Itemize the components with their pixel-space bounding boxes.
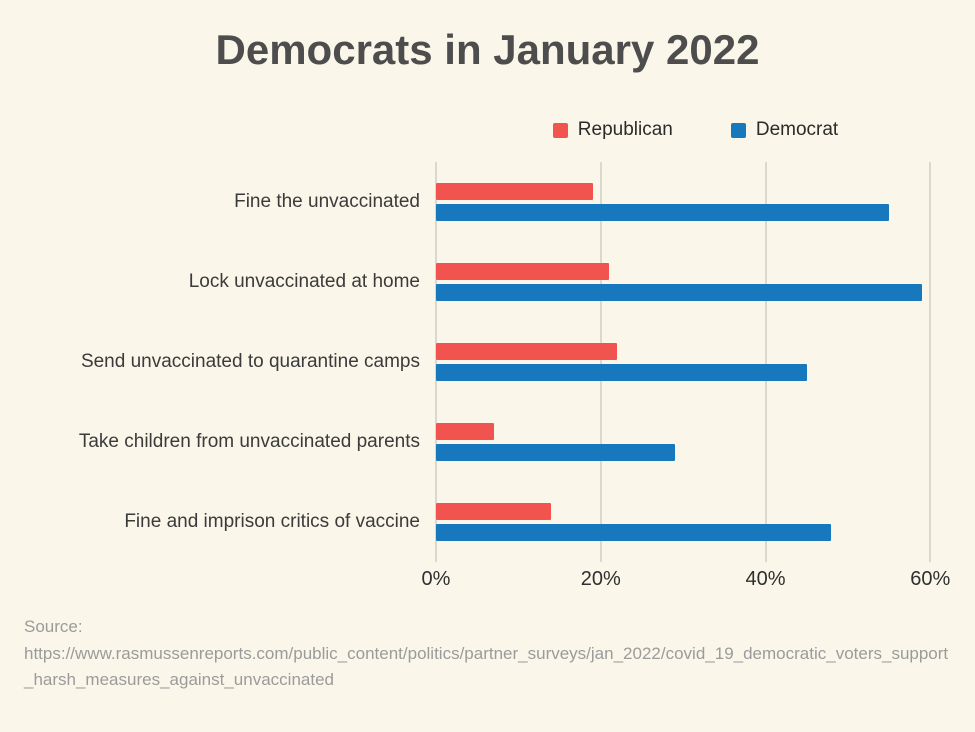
bar-republican	[436, 343, 618, 361]
chart-title: Democrats in January 2022	[215, 26, 760, 73]
plot-area: Fine the unvaccinated Lock unvaccinated a…	[0, 162, 975, 602]
legend-swatch-democrat	[730, 122, 746, 138]
chart-row: Fine and imprison critics of vaccine	[0, 482, 975, 562]
source-label: Source:	[24, 617, 83, 637]
source-note: Source: https://www.rasmussenreports.com…	[0, 614, 975, 693]
bar-republican	[436, 423, 494, 441]
category-label: Take children from unvaccinated parents	[78, 431, 420, 453]
bar-group	[436, 503, 955, 542]
bar-democrat	[436, 524, 832, 542]
source-url: https://www.rasmussenreports.com/public_…	[24, 643, 949, 689]
legend: Republican Democrat	[436, 118, 955, 142]
gridline	[435, 162, 437, 563]
bar-republican	[436, 503, 552, 521]
x-tick-label: 20%	[580, 568, 621, 591]
chart-row: Fine the unvaccinated	[0, 162, 975, 242]
legend-label: Republican	[577, 119, 673, 141]
category-label: Fine the unvaccinated	[234, 191, 420, 213]
chart-rows: Fine the unvaccinated Lock unvaccinated a…	[0, 162, 975, 562]
category-label: Send unvaccinated to quarantine camps	[80, 351, 420, 373]
gridline	[929, 162, 932, 563]
legend-item: Democrat	[730, 119, 839, 141]
bar-democrat	[436, 364, 807, 382]
grid-layer	[435, 162, 955, 563]
bar-democrat	[436, 284, 923, 302]
legend-label: Democrat	[755, 119, 839, 141]
gridline	[599, 162, 602, 563]
chart-row: Lock unvaccinated at home	[0, 242, 975, 322]
legend-item: Republican	[552, 119, 673, 141]
bar-democrat	[436, 444, 675, 462]
chart-row: Send unvaccinated to quarantine camps	[0, 322, 975, 402]
bar-group	[436, 183, 955, 222]
bar-group	[436, 263, 955, 302]
bar-group	[436, 343, 955, 382]
legend-swatch-republican	[552, 122, 568, 138]
x-axis: 0% 20% 40% 60%	[422, 562, 955, 602]
bar-republican	[436, 263, 609, 281]
x-tick-label: 60%	[910, 568, 951, 591]
bar-democrat	[436, 204, 890, 222]
x-tick-label: 0%	[421, 568, 451, 591]
chart-row: Take children from unvaccinated parents	[0, 402, 975, 482]
category-label: Lock unvaccinated at home	[188, 271, 420, 293]
category-label: Fine and imprison critics of vaccine	[124, 511, 420, 533]
gridline	[764, 162, 767, 563]
bar-group	[436, 423, 955, 462]
x-tick-label: 40%	[745, 568, 786, 591]
bar-republican	[436, 183, 593, 201]
